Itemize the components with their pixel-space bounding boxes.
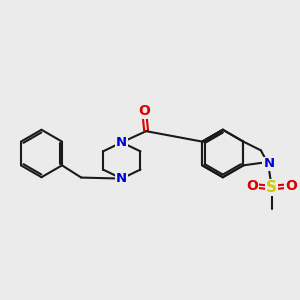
Text: N: N: [263, 158, 274, 170]
Text: S: S: [266, 180, 277, 195]
Text: O: O: [285, 179, 297, 193]
Text: O: O: [246, 179, 258, 193]
Text: N: N: [116, 136, 127, 149]
Text: N: N: [116, 172, 127, 185]
Text: O: O: [139, 104, 150, 118]
